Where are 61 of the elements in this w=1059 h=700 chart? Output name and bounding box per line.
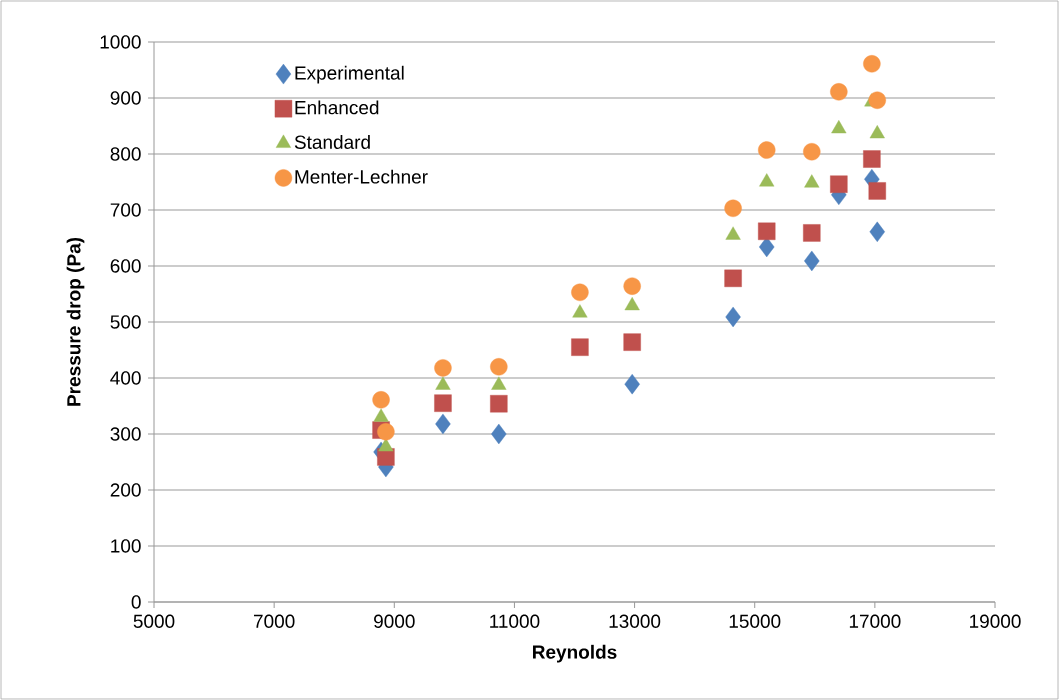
point	[869, 221, 885, 243]
y-tick-label: 0	[131, 595, 141, 609]
point	[804, 174, 820, 188]
point	[372, 391, 390, 409]
point	[831, 120, 847, 134]
point	[571, 283, 589, 302]
point	[724, 199, 742, 218]
point	[758, 222, 776, 240]
point	[724, 269, 742, 288]
point	[435, 413, 451, 435]
x-tick-label: 13000	[609, 614, 661, 628]
point	[624, 373, 640, 395]
point	[759, 173, 775, 187]
point	[491, 423, 507, 445]
point	[434, 359, 452, 377]
point	[490, 395, 508, 413]
point	[572, 304, 588, 318]
point	[863, 150, 881, 168]
x-tick-label: 7000	[253, 614, 295, 628]
y-tick-label: 800	[110, 147, 141, 161]
point	[758, 141, 776, 159]
y-tick-label: 700	[110, 203, 141, 217]
x-tick-label: 19000	[970, 614, 1021, 628]
x-tick-label: 11000	[490, 614, 540, 628]
point	[803, 224, 821, 242]
point	[434, 394, 452, 412]
point	[830, 83, 848, 101]
x-tick-label: 15000	[729, 614, 781, 628]
y-tick-label: 1000	[100, 35, 141, 49]
y-tick-label: 600	[110, 259, 141, 273]
x-tick-label: 17000	[849, 614, 901, 628]
point	[725, 306, 741, 328]
point	[623, 277, 641, 295]
point	[377, 423, 395, 441]
point	[571, 338, 589, 356]
point	[378, 438, 394, 452]
y-tick-label: 100	[111, 539, 141, 553]
y-tick-label: 500	[110, 315, 141, 329]
point	[868, 182, 886, 200]
x-tick-label: 5000	[133, 614, 175, 628]
point	[725, 226, 741, 240]
legend-label: Standard	[294, 135, 370, 149]
legend-label: Menter-Lechner	[295, 169, 428, 184]
point	[868, 91, 886, 109]
x-tick-label: 9000	[374, 614, 415, 628]
y-tick-label: 300	[110, 427, 141, 441]
point	[869, 125, 885, 139]
y-tick-label: 900	[110, 91, 141, 105]
x-axis-title: Reynolds	[533, 644, 617, 663]
point	[623, 333, 641, 351]
legend-label: Experimental	[295, 65, 404, 84]
point	[830, 175, 848, 193]
point	[803, 143, 821, 161]
y-axis-title: Pressure drop (Pa)	[66, 237, 85, 406]
legend-label: Enhanced	[295, 100, 379, 115]
point	[624, 297, 640, 311]
point	[490, 358, 508, 376]
y-tick-label: 400	[110, 371, 141, 385]
point	[804, 250, 820, 272]
y-tick-label: 200	[110, 483, 141, 497]
point	[863, 55, 881, 73]
